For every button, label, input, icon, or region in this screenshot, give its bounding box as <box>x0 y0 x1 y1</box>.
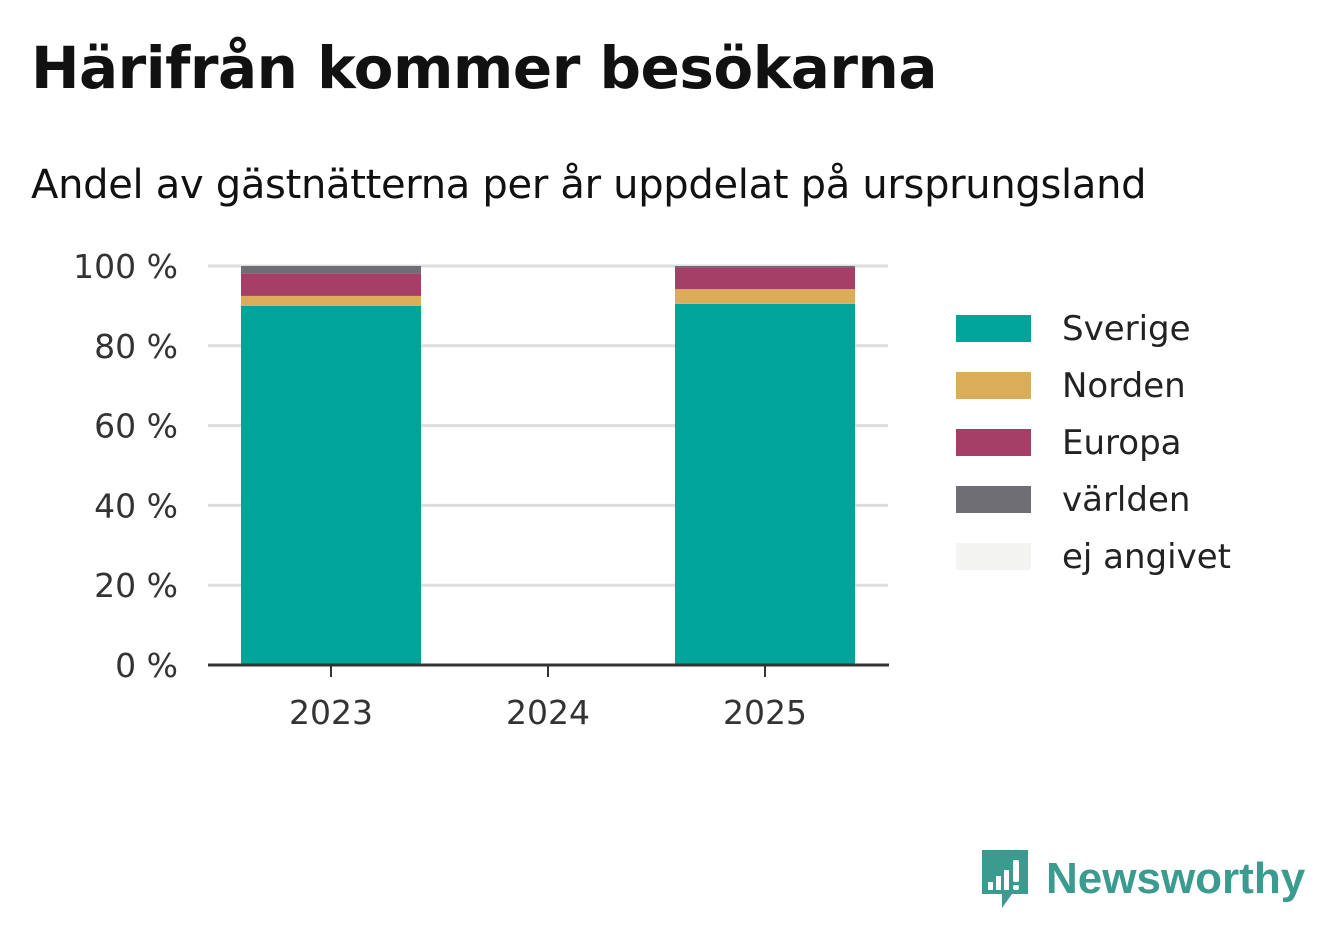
bar-segment <box>241 295 421 306</box>
bar-segment <box>241 305 421 665</box>
bar-segment <box>241 266 421 274</box>
legend-swatch <box>956 315 1031 342</box>
bars <box>241 266 855 665</box>
x-tick-label: 2025 <box>723 693 807 732</box>
legend-swatch <box>956 543 1031 570</box>
y-tick-label: 20 % <box>94 566 178 605</box>
newsworthy-logo-icon <box>982 850 1028 908</box>
brand-logo: Newsworthy <box>980 848 1305 910</box>
legend-item: Europa <box>956 414 1231 471</box>
y-tick-label: 40 % <box>94 486 178 525</box>
legend-swatch <box>956 372 1031 399</box>
legend-item: Sverige <box>956 300 1231 357</box>
y-tick-label: 60 % <box>94 407 178 446</box>
legend-label: ej angivet <box>1062 536 1231 577</box>
bar-segment <box>675 289 855 304</box>
bar-segment <box>675 266 855 268</box>
axes <box>208 663 889 677</box>
legend: Sverige Norden Europa världen ej angivet <box>956 300 1231 585</box>
legend-swatch <box>956 429 1031 456</box>
bar-segment <box>675 267 855 290</box>
y-tick-labels: 0 % 20 % 40 % 60 % 80 % 100 % <box>73 247 178 685</box>
y-tick-label: 80 % <box>94 327 178 366</box>
y-tick-label: 100 % <box>73 247 178 286</box>
x-tick-label: 2023 <box>289 693 373 732</box>
bar-segment <box>241 273 421 296</box>
legend-label: Europa <box>1062 422 1182 463</box>
x-tick-label: 2024 <box>506 693 590 732</box>
legend-item: ej angivet <box>956 528 1231 585</box>
bar-segment <box>675 303 855 665</box>
legend-label: Norden <box>1062 365 1186 406</box>
legend-swatch <box>956 486 1031 513</box>
chart-title: Härifrån kommer besökarna <box>31 34 937 102</box>
chart-subtitle: Andel av gästnätterna per år uppdelat på… <box>31 162 1147 208</box>
x-tick-labels: 2023 2024 2025 <box>289 693 807 732</box>
brand-name: Newsworthy <box>1046 854 1306 903</box>
legend-item: världen <box>956 471 1231 528</box>
legend-item: Norden <box>956 357 1231 414</box>
stacked-bar-chart: 0 % 20 % 40 % 60 % 80 % 100 % 2023 2024 2025 <box>73 247 889 732</box>
legend-label: världen <box>1062 479 1191 520</box>
y-tick-label: 0 % <box>115 646 178 685</box>
legend-label: Sverige <box>1062 308 1191 349</box>
